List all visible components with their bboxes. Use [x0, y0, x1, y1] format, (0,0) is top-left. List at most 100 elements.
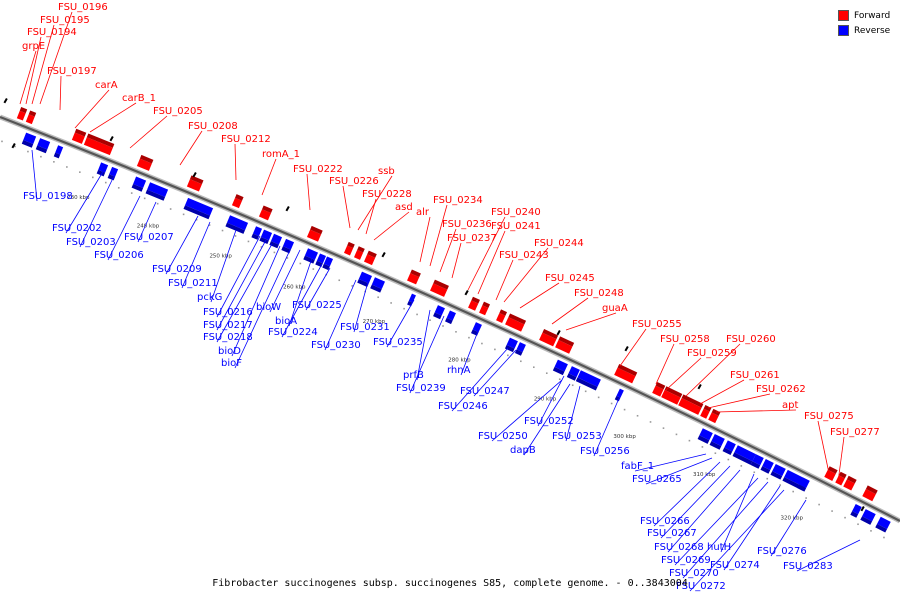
gene-block-shadow — [797, 484, 806, 492]
gene-label-fsu-0245: FSU_0245 — [545, 273, 595, 284]
gene-leader-line — [519, 282, 560, 309]
forward-swatch — [838, 10, 849, 21]
gene-block-shadow — [865, 485, 878, 495]
track-dot — [571, 384, 574, 387]
track-dot — [53, 161, 55, 163]
reverse-gene-block — [799, 477, 809, 488]
gene-block-shadow — [19, 107, 28, 114]
gene-label-fsu-0255: FSU_0255 — [632, 319, 682, 330]
track-dot — [675, 433, 678, 436]
gene-block-shadow — [21, 140, 34, 148]
gene-leader-line — [495, 259, 514, 301]
track-dot — [66, 166, 68, 168]
gene-leader-line — [181, 221, 211, 289]
marker-tick — [109, 135, 114, 142]
marker-tick — [381, 252, 386, 258]
gene-leader-line — [65, 169, 105, 234]
gene-label-fsu-0262: FSU_0262 — [756, 384, 806, 395]
gene-block-shadow — [410, 269, 421, 278]
gene-block-shadow — [575, 377, 598, 391]
gene-label-fsu-0272: FSU_0272 — [676, 581, 726, 592]
track-dot — [818, 503, 820, 506]
reverse-gene-block — [472, 322, 482, 333]
track-dot — [273, 251, 276, 254]
gene-block-shadow — [732, 452, 753, 465]
track-dot — [597, 396, 600, 399]
forward-gene-block — [652, 385, 664, 397]
track-dot — [507, 354, 509, 357]
gene-label-rhna: rhnA — [447, 365, 471, 376]
reverse-gene-block — [446, 310, 456, 321]
gene-label-prfb: prfB — [403, 370, 424, 381]
gene-leader-line — [429, 204, 448, 267]
gene-leader-line — [837, 436, 845, 483]
gene-leader-line — [79, 175, 115, 248]
gene-label-fsu-0198: FSU_0198 — [23, 191, 73, 202]
legend-reverse: Reverse — [838, 23, 890, 38]
forward-gene-block — [539, 332, 557, 347]
kbp-tick-label: 300 kbp — [613, 434, 636, 440]
reverse-gene-block — [762, 459, 774, 471]
kbp-tick-label: 240 kbp — [137, 223, 160, 229]
gene-leader-line — [31, 149, 38, 202]
track-dot — [416, 313, 418, 316]
track-dot — [40, 155, 42, 158]
track-dot — [520, 360, 522, 363]
gene-leader-line — [39, 11, 73, 105]
gene-leader-line — [216, 235, 261, 318]
track-dot — [857, 523, 859, 526]
gene-label-fsu-0253: FSU_0253 — [552, 431, 602, 442]
forward-gene-block — [83, 137, 113, 156]
gene-label-fsu-0247: FSU_0247 — [460, 386, 510, 397]
gene-leader-line — [216, 243, 273, 343]
forward-gene-block — [353, 249, 364, 260]
gene-leader-line — [19, 50, 37, 105]
gene-label-fsu-0243: FSU_0243 — [499, 250, 549, 261]
gene-label-fsu-0268: FSU_0268 — [654, 542, 704, 553]
reverse-gene-block — [282, 238, 295, 250]
gene-label-fsu-0224: FSU_0224 — [268, 327, 318, 338]
gene-label-fsu-0239: FSU_0239 — [396, 383, 446, 394]
reverse-gene-block — [147, 182, 169, 198]
gene-block-shadow — [225, 222, 245, 234]
marker-tick — [860, 506, 865, 512]
reverse-gene-block — [23, 132, 37, 144]
gene-leader-line — [129, 115, 168, 149]
forward-gene-block — [614, 367, 636, 384]
gene-leader-line — [439, 228, 457, 273]
gene-label-fsu-0197: FSU_0197 — [47, 66, 97, 77]
gene-block-shadow — [131, 183, 144, 192]
gene-label-fsu-0234: FSU_0234 — [433, 195, 483, 206]
track-dot — [584, 390, 587, 393]
gene-leader-line — [674, 477, 759, 566]
track-dot — [636, 414, 639, 417]
track-dot — [740, 465, 743, 467]
track-dot — [532, 366, 535, 369]
gene-leader-line — [373, 211, 410, 241]
gene-label-fsu-0240: FSU_0240 — [491, 207, 541, 218]
track-dot — [766, 477, 769, 480]
track-dot — [286, 257, 289, 259]
forward-gene-block — [708, 412, 719, 424]
gene-leader-line — [707, 393, 771, 409]
legend-forward: Forward — [838, 8, 890, 23]
gene-leader-line — [682, 481, 769, 579]
forward-gene-block — [306, 229, 322, 242]
gene-label-fsu-0237: FSU_0237 — [447, 233, 497, 244]
track-dot — [662, 427, 665, 429]
reverse-gene-block — [852, 504, 862, 515]
gene-label-roma-1: romA_1 — [262, 149, 300, 160]
gene-leader-line — [409, 315, 445, 394]
marker-tick — [3, 98, 8, 104]
track-dot — [91, 176, 94, 179]
reverse-gene-block — [304, 248, 319, 260]
track-dot — [805, 497, 807, 499]
gene-leader-line — [107, 195, 141, 261]
gene-label-fsu-0212: FSU_0212 — [221, 134, 271, 145]
legend: Forward Reverse — [838, 8, 890, 38]
track-dot — [558, 378, 561, 381]
gene-label-fsu-0203: FSU_0203 — [66, 237, 116, 248]
gene-label-fsu-0206: FSU_0206 — [94, 250, 144, 261]
forward-gene-block — [231, 197, 243, 209]
reverse-gene-block — [734, 445, 756, 462]
